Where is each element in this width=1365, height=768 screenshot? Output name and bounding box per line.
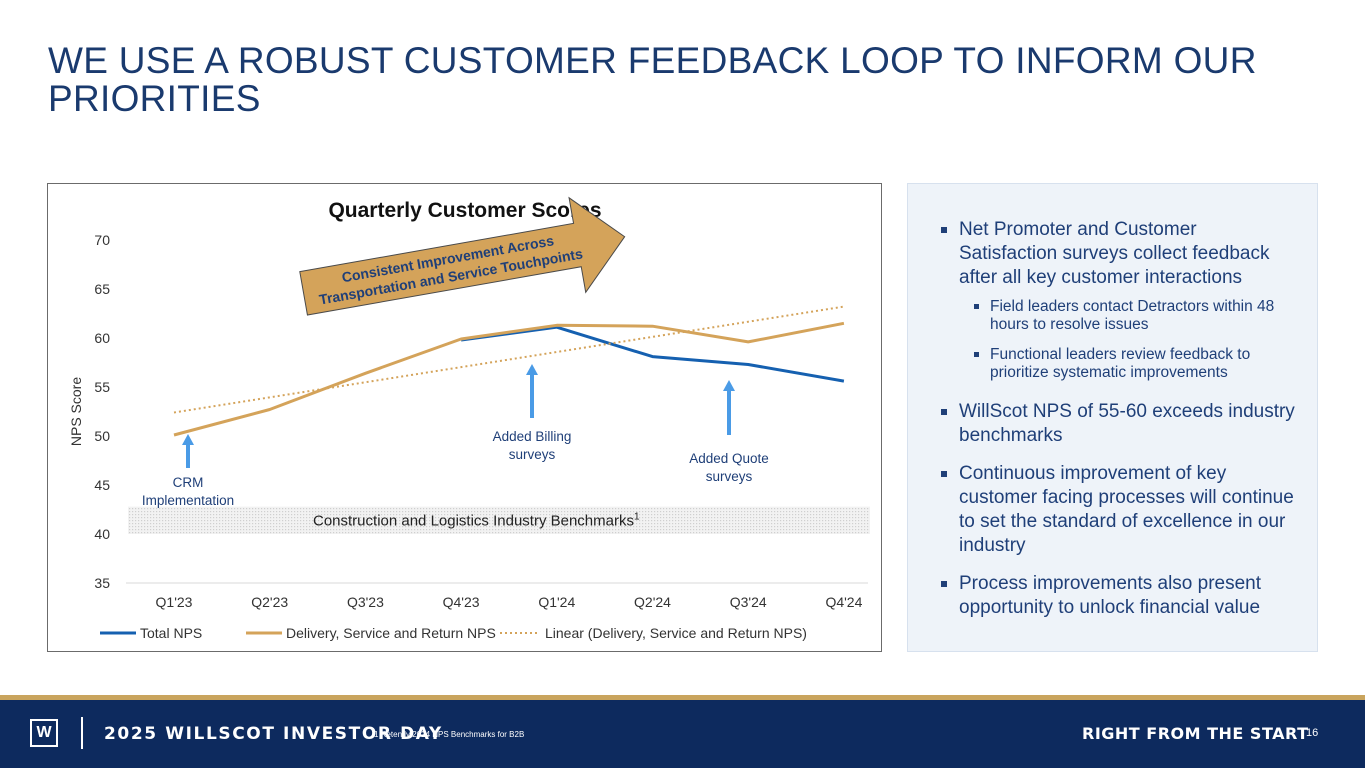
annotation-arrow-shaft	[727, 390, 731, 435]
footer-accent-strip	[0, 695, 1365, 700]
annotation-arrow-head	[182, 434, 194, 445]
bullet-item: Net Promoter and Customer Satisfaction s…	[908, 218, 1317, 290]
series-line-2	[173, 305, 845, 414]
slide-title: WE USE A ROBUST CUSTOMER FEEDBACK LOOP T…	[48, 40, 1257, 119]
x-tick-label: Q1'23	[156, 594, 193, 610]
footer-bar	[0, 700, 1365, 768]
y-tick-label: 65	[94, 281, 110, 297]
x-tick-label: Q3'23	[347, 594, 384, 610]
annotation-label: surveys	[509, 447, 556, 462]
benchmark-label: Construction and Logistics Industry Benc…	[313, 511, 640, 529]
sub-bullet-item: Functional leaders review feedback to pr…	[908, 346, 1317, 382]
x-tick-label: Q3'24	[730, 594, 767, 610]
annotation-arrow-shaft	[530, 374, 534, 418]
annotation-label: Added Quote	[689, 451, 769, 466]
y-tick-label: 60	[94, 330, 110, 346]
x-tick-label: Q1'24	[538, 594, 575, 610]
legend-label: Delivery, Service and Return NPS	[286, 625, 496, 641]
series-line-1	[173, 321, 845, 437]
y-tick-label: 45	[94, 477, 110, 493]
series-line-0	[460, 325, 845, 383]
legend-label: Total NPS	[140, 625, 202, 641]
chart-panel: Quarterly Customer Scores 70 65 60 55 50 45 40 3…	[47, 183, 882, 652]
sub-bullet-item: Field leaders contact Detractors within …	[908, 298, 1317, 334]
bullet-list: Net Promoter and Customer Satisfaction s…	[908, 218, 1317, 620]
footnote: 1 Retently 2024 NPS Benchmarks for B2B	[374, 730, 525, 739]
page-number: 16	[1306, 727, 1319, 739]
footer-divider	[81, 717, 83, 749]
annotation-label: CRM	[173, 475, 204, 490]
x-tick-label: Q4'23	[443, 594, 480, 610]
x-tick-label: Q4'24	[825, 594, 862, 610]
x-tick-label: Q2'24	[634, 594, 671, 610]
nps-line-chart: Quarterly Customer Scores 70 65 60 55 50 45 40 3…	[68, 196, 870, 641]
callout-arrow-shape	[299, 196, 626, 316]
key-points-panel: Net Promoter and Customer Satisfaction s…	[907, 183, 1318, 652]
annotation-arrow-shaft	[186, 444, 190, 468]
chart-title: Quarterly Customer Scores	[328, 199, 601, 222]
y-tick-label: 40	[94, 526, 110, 542]
bullet-item: WillScot NPS of 55-60 exceeds industry b…	[908, 400, 1317, 448]
y-tick-label: 70	[94, 232, 110, 248]
x-tick-label: Q2'23	[251, 594, 288, 610]
y-tick-label: 35	[94, 575, 110, 591]
legend-label: Linear (Delivery, Service and Return NPS…	[545, 625, 807, 641]
y-tick-label: 55	[94, 379, 110, 395]
annotation-arrow-head	[723, 380, 735, 391]
bullet-item: Continuous improvement of key customer f…	[908, 462, 1317, 558]
benchmark-band	[128, 506, 870, 534]
annotation-arrow-head	[526, 364, 538, 375]
annotation-label: Added Billing	[493, 429, 572, 444]
tagline: RIGHT FROM THE START	[1082, 724, 1309, 743]
y-axis-label: NPS Score	[68, 377, 84, 446]
annotation-label: surveys	[706, 469, 753, 484]
event-name: 2025 WILLSCOT INVESTOR DAY	[104, 724, 443, 744]
bullet-item: Process improvements also present opport…	[908, 572, 1317, 620]
y-tick-label: 50	[94, 428, 110, 444]
willscot-logo: W	[30, 719, 58, 747]
annotation-label: Implementation	[142, 493, 234, 508]
